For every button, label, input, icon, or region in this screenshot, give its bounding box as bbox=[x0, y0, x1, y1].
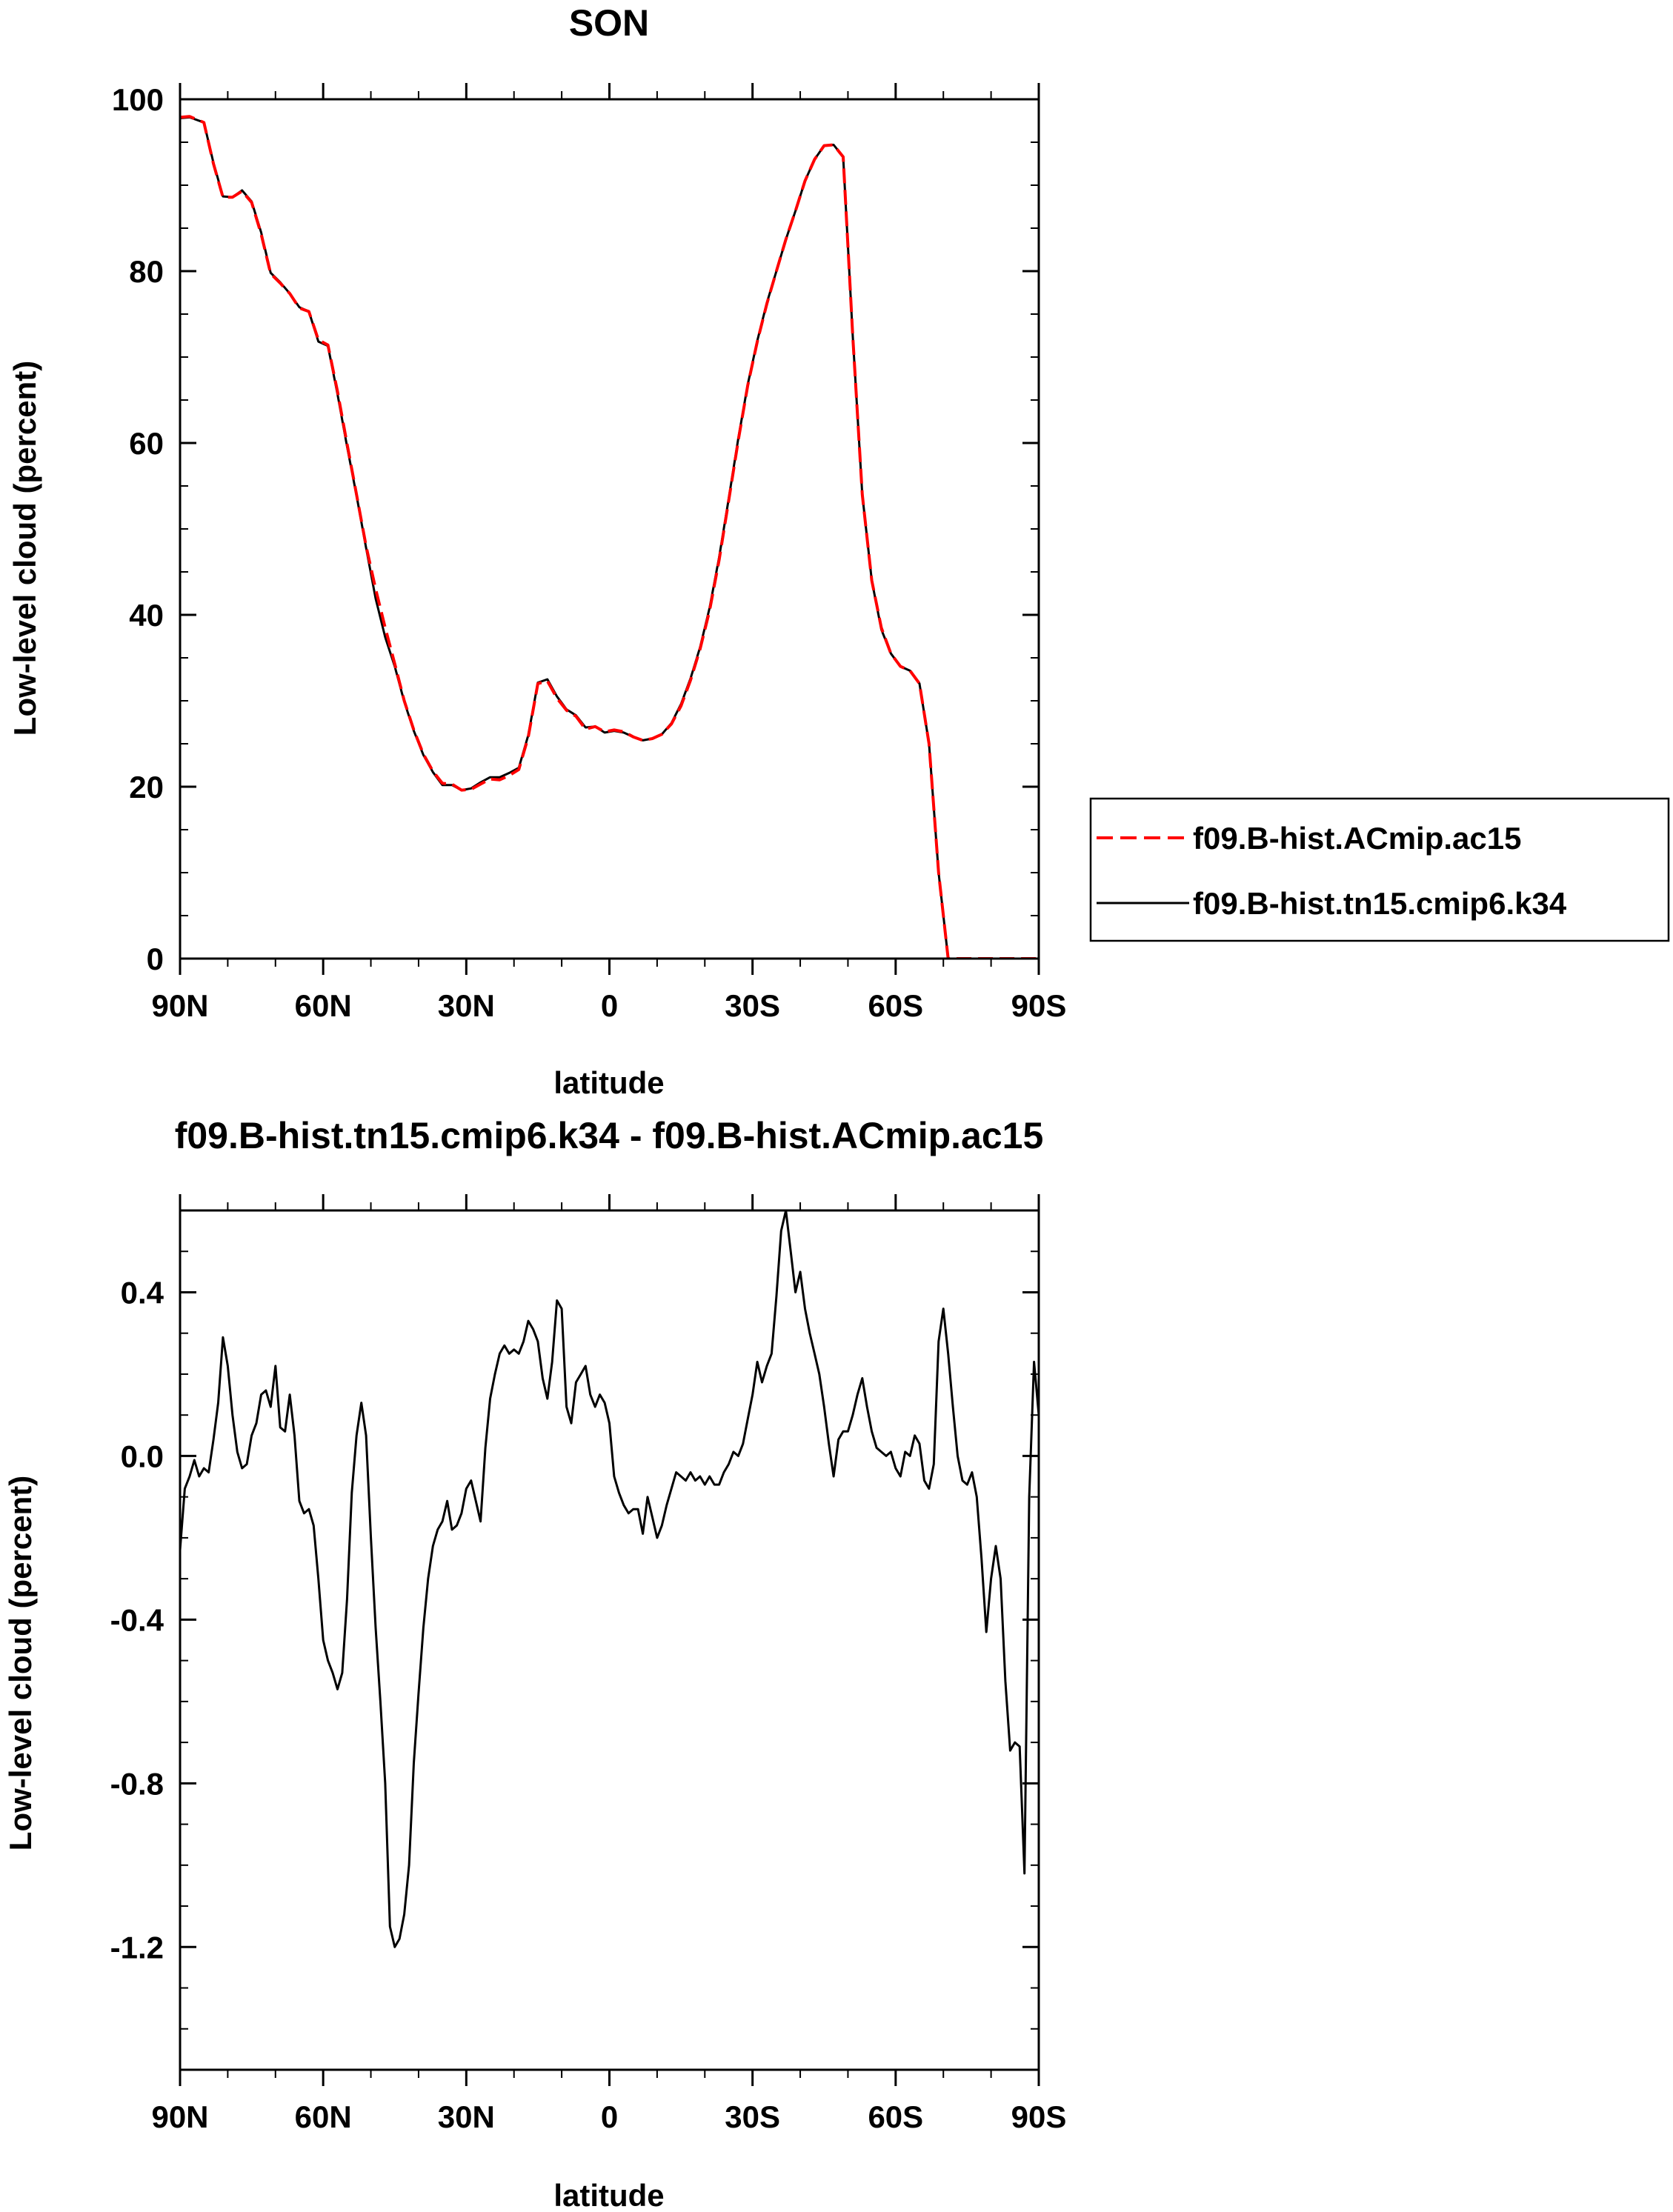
top-y-ticks: 100 80 60 40 20 0 bbox=[112, 82, 1039, 976]
top-x-tick-label: 60N bbox=[295, 988, 352, 1023]
bottom-x-tick-label: 90N bbox=[151, 2099, 208, 2134]
bottom-x-tick-label: 90S bbox=[1011, 2099, 1067, 2134]
bottom-y-tick-label: 0.4 bbox=[121, 1275, 164, 1310]
top-x-tick-label: 90S bbox=[1011, 988, 1067, 1023]
bottom-x-tick-label: 30S bbox=[725, 2099, 780, 2134]
top-y-axis-label: Low-level cloud (percent) bbox=[7, 361, 42, 736]
top-y-tick-label: 20 bbox=[129, 770, 164, 804]
bottom-y-tick-label: 0.0 bbox=[121, 1439, 164, 1473]
top-x-tick-label: 30N bbox=[438, 988, 495, 1023]
top-chart-title: SON bbox=[569, 2, 649, 44]
legend-label-k34: f09.B-hist.tn15.cmip6.k34 bbox=[1193, 886, 1567, 921]
top-series-line-1 bbox=[180, 115, 1039, 959]
top-x-tick-label: 30S bbox=[725, 988, 780, 1023]
top-x-tick-label: 0 bbox=[601, 988, 618, 1023]
legend: f09.B-hist.ACmip.ac15 f09.B-hist.tn15.cm… bbox=[1089, 797, 1670, 942]
bottom-x-tick-label: 0 bbox=[601, 2099, 618, 2134]
bottom-x-ticks: 90N 60N 30N 0 30S 60S 90S bbox=[151, 1194, 1066, 2134]
top-y-tick-label: 0 bbox=[147, 942, 164, 976]
top-series-line-2 bbox=[180, 116, 1039, 959]
top-y-tick-label: 100 bbox=[112, 82, 164, 117]
bottom-y-tick-label: -0.4 bbox=[110, 1602, 164, 1637]
bottom-chart-title: f09.B-hist.tn15.cmip6.k34 - f09.B-hist.A… bbox=[175, 1115, 1044, 1156]
legend-frame bbox=[1089, 797, 1670, 942]
top-plot-frame bbox=[179, 98, 1040, 960]
bottom-x-tick-label: 30N bbox=[438, 2099, 495, 2134]
legend-label-ac15: f09.B-hist.ACmip.ac15 bbox=[1193, 821, 1521, 856]
top-y-tick-label: 40 bbox=[129, 598, 164, 633]
bottom-y-tick-label: -0.8 bbox=[110, 1766, 164, 1801]
top-series-lines bbox=[180, 115, 1039, 959]
top-y-tick-label: 80 bbox=[129, 254, 164, 289]
bottom-plot-frame bbox=[179, 1209, 1040, 2071]
panel-bottom: f09.B-hist.tn15.cmip6.k34 - f09.B-hist.A… bbox=[3, 1115, 1066, 2212]
top-x-tick-label: 90N bbox=[151, 988, 208, 1023]
bottom-series-line-1 bbox=[180, 1210, 1039, 1948]
top-y-tick-label: 60 bbox=[129, 426, 164, 461]
bottom-x-tick-label: 60S bbox=[868, 2099, 923, 2134]
top-x-tick-label: 60S bbox=[868, 988, 923, 1023]
bottom-x-axis-label: latitude bbox=[553, 2178, 664, 2212]
bottom-y-ticks: 0.4 0.0 -0.4 -0.8 -1.2 bbox=[110, 1210, 1039, 2071]
bottom-y-tick-label: -1.2 bbox=[110, 1930, 164, 1965]
bottom-series-lines bbox=[180, 1210, 1039, 1948]
top-x-ticks: 90N 60N 30N 0 30S 60S 90S bbox=[151, 83, 1066, 1023]
panel-top: SON 100 80 60 40 20 0 90N 60N 30N 0 30S 60S 90S Low… bbox=[7, 2, 1670, 1100]
bottom-x-tick-label: 60N bbox=[295, 2099, 352, 2134]
bottom-y-axis-label: Low-level cloud (percent) bbox=[3, 1476, 38, 1850]
top-x-axis-label: latitude bbox=[553, 1065, 664, 1100]
